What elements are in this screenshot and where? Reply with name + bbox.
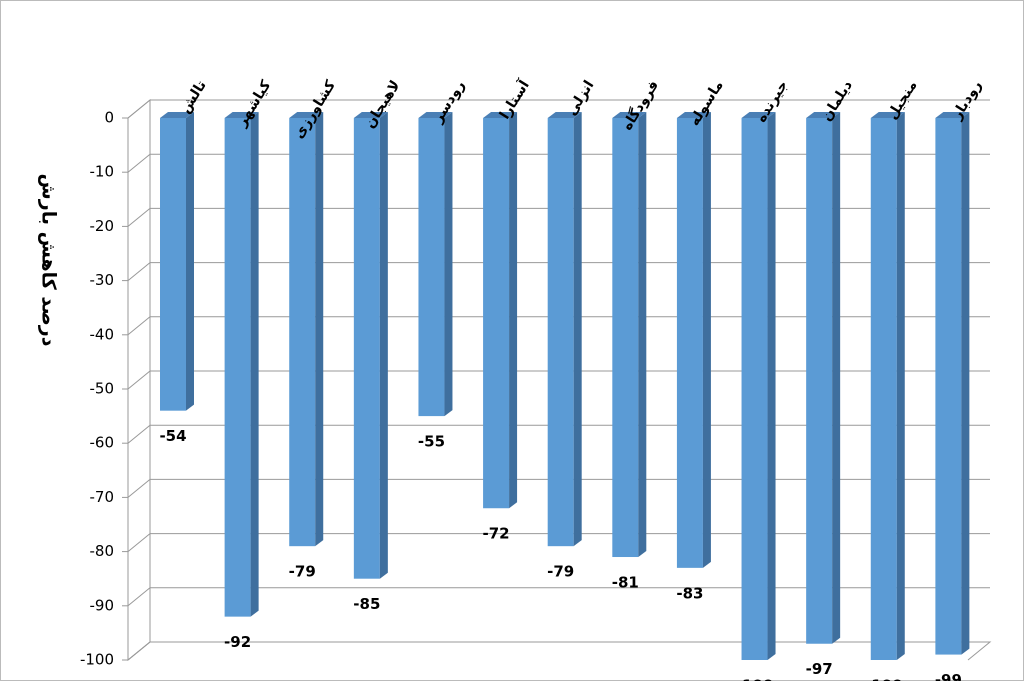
y-tick-label: -20: [90, 217, 115, 235]
bar: [547, 118, 574, 547]
y-tick-label: 0: [104, 109, 114, 127]
y-tick-label: -80: [90, 542, 115, 560]
value-label: -81: [612, 574, 639, 592]
bar-side: [509, 112, 518, 509]
bar: [353, 118, 380, 579]
bar-side: [896, 112, 905, 660]
bar-side: [573, 112, 582, 547]
value-label: -85: [353, 595, 380, 613]
grid-line: [127, 587, 990, 607]
grid-line: [127, 99, 990, 119]
bar-side: [315, 112, 324, 547]
bar-top: [224, 112, 259, 118]
y-tick-label: -10: [90, 163, 115, 181]
bar: [418, 118, 445, 417]
bar-top: [160, 112, 194, 118]
bar: [160, 118, 186, 411]
bar-top: [483, 112, 518, 118]
bar-side: [961, 112, 970, 655]
bar: [612, 118, 639, 558]
y-tick-label: -30: [90, 271, 115, 289]
bar: [676, 118, 703, 568]
y-tick-label: -50: [90, 380, 115, 398]
bar-top: [612, 112, 647, 118]
bar-top: [935, 112, 970, 118]
value-label: -55: [418, 433, 445, 451]
y-tick-label: -90: [90, 596, 115, 614]
bar: [224, 118, 251, 617]
bar: [870, 118, 897, 660]
y-tick-label: -70: [90, 488, 115, 506]
bar-top: [353, 112, 388, 118]
y-tick-label: -40: [90, 325, 115, 343]
bar: [483, 118, 510, 509]
bar-side: [767, 112, 776, 660]
y-tick-label: -60: [90, 434, 115, 452]
bar-side: [379, 112, 388, 579]
bar-top: [547, 112, 582, 118]
bar-top: [418, 112, 453, 118]
bar-side: [444, 112, 453, 417]
value-label: -79: [547, 563, 574, 581]
bar-side: [832, 112, 841, 644]
y-axis-title: درصد کاهش بارش: [38, 174, 60, 347]
bar-side: [186, 112, 194, 411]
value-label: -100: [865, 677, 903, 681]
bar: [741, 118, 768, 660]
grid-line: [127, 641, 990, 661]
value-label: -92: [224, 633, 251, 651]
value-label: -72: [483, 525, 510, 543]
bar-top: [870, 112, 905, 118]
bar-top: [741, 112, 776, 118]
bar-side: [702, 112, 711, 568]
value-label: -99: [935, 671, 962, 681]
bar: [289, 118, 316, 547]
value-label: -97: [806, 660, 833, 678]
bar-top: [676, 112, 711, 118]
bar-top: [806, 112, 841, 118]
y-tick-label: -100: [80, 651, 114, 669]
value-label: -54: [159, 427, 186, 445]
bar: [806, 118, 833, 644]
value-label: -100: [736, 677, 774, 681]
bar-side: [638, 112, 647, 558]
bar-top: [289, 112, 324, 118]
bar-side: [250, 112, 259, 617]
value-label: -79: [289, 563, 316, 581]
value-label: -83: [676, 584, 703, 602]
bar: [935, 118, 962, 655]
